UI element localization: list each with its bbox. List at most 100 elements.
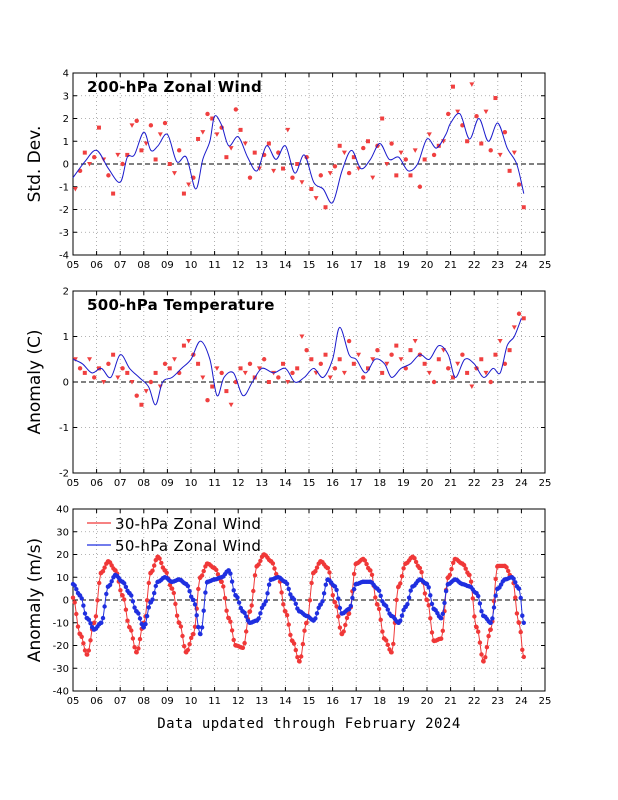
panel-2-obs-point	[242, 370, 248, 376]
panel-3-series-1-point	[344, 615, 350, 621]
panel-3-series-2-point	[477, 601, 483, 606]
panel-2-ytick-label: -2	[59, 469, 69, 480]
panel-3-series-2-point	[88, 621, 93, 626]
panel-1-xtick-label: 05	[67, 260, 80, 271]
panel-3-series-1-point	[191, 631, 196, 637]
panel-3-series-1-point	[513, 595, 518, 600]
panel-1-obs-point	[134, 118, 139, 123]
panel-3-series-2-point	[440, 611, 445, 616]
panel-2-obs-point	[171, 357, 177, 362]
panel-3-series-2-point	[405, 602, 410, 607]
panel-2-obs-point	[323, 352, 328, 357]
panel-3-series-1-point	[185, 647, 191, 653]
panel-2-ylabel: Anomaly (C)	[25, 329, 45, 434]
panel-1-obs-point	[196, 136, 201, 141]
panel-1-ytick-label: 4	[63, 69, 69, 80]
panel-3-series-1-point	[72, 600, 77, 605]
panel-2-obs-point	[115, 375, 121, 380]
panel-3-series-1-point	[79, 634, 84, 639]
panel-1-ytick-label: 1	[63, 137, 69, 148]
panel-2-ytick-label: 0	[63, 378, 69, 389]
panel-1-obs-point	[157, 132, 163, 137]
panel-3-series-1-point	[399, 574, 405, 579]
panel-2-obs-point	[290, 370, 295, 376]
panel-3-series-1-point	[336, 614, 341, 619]
panel-2-obs-point	[502, 361, 508, 366]
panel-1-xtick-label: 15	[303, 260, 316, 271]
panel-2-obs-point	[299, 334, 305, 339]
panel-2-xtick-label: 08	[137, 478, 150, 489]
panel-1-obs-point	[285, 127, 291, 133]
panel-3-series-2-point	[107, 582, 113, 588]
panel-2-xtick-label: 06	[90, 478, 103, 489]
panel-3-series-1-point	[74, 611, 79, 617]
panel-3-series-1-point	[221, 584, 226, 589]
panel-3-series-2-point	[228, 571, 233, 576]
panel-1-xtick-label: 13	[255, 260, 268, 271]
panel-1-obs-point	[181, 191, 186, 196]
panel-1-obs-point	[417, 184, 423, 189]
panel-3-series-1-point	[346, 611, 352, 616]
panel-3-series-2-point	[236, 600, 242, 605]
panel-2-xtick-label: 22	[468, 478, 481, 489]
panel-3-series-2-point	[191, 597, 196, 603]
panel-2-obs-point	[403, 366, 408, 371]
panel-2-xtick-label: 21	[444, 478, 457, 489]
panel-3-series-1-point	[75, 624, 81, 629]
panel-2-obs-point	[77, 366, 83, 371]
panel-3-series-1-point	[86, 648, 92, 653]
panel-3-series-1-point	[201, 568, 206, 574]
panel-3-series-1-point	[394, 597, 399, 603]
panel-2-obs-point	[426, 370, 432, 376]
panel-3-series-1-point	[330, 593, 335, 598]
panel-3-series-2-point	[332, 584, 338, 589]
panel-2-obs-point	[408, 348, 413, 353]
panel-1-xtick-label: 06	[90, 260, 103, 271]
panel-1-obs-point	[171, 171, 177, 176]
panel-3-series-1-point	[226, 616, 231, 621]
panel-3-series-1-point	[477, 640, 483, 645]
panel-1-obs-point	[290, 175, 295, 180]
panel-2-obs-point	[153, 370, 158, 375]
panel-3-series-1-point	[313, 569, 318, 574]
panel-3-xtick-label: 11	[208, 696, 221, 707]
panel-1-obs-point	[502, 129, 508, 135]
panel-3-series-1-point	[504, 565, 509, 570]
panel-1-ytick-label: 3	[63, 91, 69, 102]
panel-2-obs-point	[111, 352, 116, 357]
panel-1-obs-point	[455, 109, 461, 115]
panel-3-xtick-label: 18	[373, 696, 386, 707]
panel-3-series-2-point	[242, 610, 247, 615]
panel-3-series-1-point	[327, 570, 332, 575]
panel-3-series-2-point	[185, 583, 191, 589]
panel-2-obs-point	[162, 361, 168, 366]
panel-3-series-1-point	[334, 604, 339, 609]
panel-3-xtick-label: 17	[350, 696, 363, 707]
panel-3-xtick-label: 07	[114, 696, 127, 707]
panel-3-series-1-point	[120, 593, 125, 598]
panel-2-obs-point	[366, 366, 370, 371]
panel-1-obs-point	[398, 150, 404, 156]
panel-1-obs-point	[295, 162, 300, 166]
panel-1-obs-point	[271, 168, 277, 174]
panel-2-xtick-label: 24	[515, 478, 528, 489]
panel-3-series-1-point	[228, 619, 233, 624]
panel-1-obs-point	[309, 187, 314, 192]
panel-2-obs-point	[181, 343, 186, 348]
panel-3-series-2-point	[104, 591, 109, 597]
panel-3-series-1-point	[279, 590, 284, 595]
panel-3-series-2-point	[199, 625, 205, 630]
panel-3-series-1-point	[472, 614, 477, 619]
panel-1-obs-point	[323, 205, 328, 210]
panel-3-series-1-point	[125, 618, 130, 623]
panel-3-series-2-point	[336, 596, 341, 601]
panel-1-xtick-label: 25	[539, 260, 552, 271]
panel-3-series-1-point	[293, 647, 298, 653]
panel-2-obs-point	[361, 375, 366, 380]
panel-2-obs-point	[295, 366, 300, 371]
panel-2-obs-point	[446, 366, 451, 371]
panel-3-series-2-point	[265, 591, 270, 596]
panel-2-obs-point	[412, 339, 418, 344]
panel-2-obs-point	[214, 366, 220, 371]
panel-1-obs-point	[153, 157, 158, 162]
